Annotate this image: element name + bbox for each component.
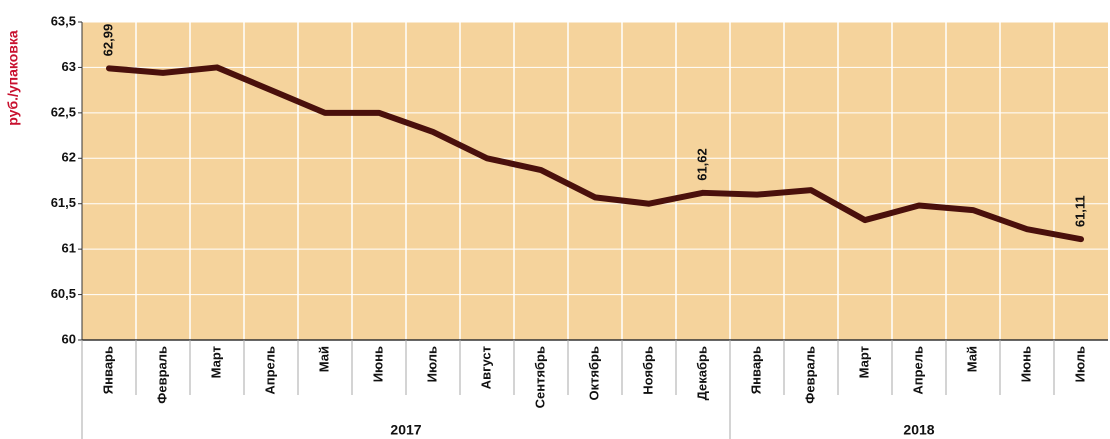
x-tick-label: Май xyxy=(316,346,331,372)
group-label: 2017 xyxy=(390,422,421,438)
x-tick-label: Февраль xyxy=(154,346,169,404)
y-tick-label: 61 xyxy=(62,241,76,256)
group-label: 2018 xyxy=(903,422,934,438)
x-tick-label: Апрель xyxy=(262,346,277,395)
x-tick-label: Сентябрь xyxy=(532,346,547,408)
x-tick-label: Март xyxy=(208,346,223,378)
y-tick-label: 60 xyxy=(62,331,76,346)
data-label: 61,62 xyxy=(694,148,709,181)
y-tick-label: 60,5 xyxy=(51,286,76,301)
x-tick-label: Июль xyxy=(1072,346,1087,382)
line xyxy=(106,64,1084,243)
x-tick-label: Февраль xyxy=(802,346,817,404)
data-label: 62,99 xyxy=(100,24,115,57)
x-tick-label: Ноябрь xyxy=(640,346,655,395)
x-tick-label: Январь xyxy=(100,346,115,394)
x-tick-label: Октябрь xyxy=(586,346,601,401)
x-tick-label: Май xyxy=(964,346,979,372)
y-tick-label: 63 xyxy=(62,59,76,74)
y-tick-label: 63,5 xyxy=(51,13,76,28)
data-label: 61,11 xyxy=(1072,195,1087,227)
x-tick-label: Июль xyxy=(424,346,439,382)
x-tick-label: Декабрь xyxy=(694,346,709,400)
y-tick-label: 61,5 xyxy=(51,195,76,210)
x-tick-label: Апрель xyxy=(910,346,925,395)
x-tick-label: Июнь xyxy=(370,346,385,382)
y-axis-label: руб./упаковка xyxy=(5,30,21,126)
x-tick-label: Январь xyxy=(748,346,763,394)
y-tick-label: 62 xyxy=(62,150,76,165)
y-tick-label: 62,5 xyxy=(51,104,76,119)
x-tick-label: Август xyxy=(478,346,493,389)
plot-background xyxy=(82,22,1108,340)
x-tick-label: Июнь xyxy=(1018,346,1033,382)
x-tick-label: Март xyxy=(856,346,871,378)
